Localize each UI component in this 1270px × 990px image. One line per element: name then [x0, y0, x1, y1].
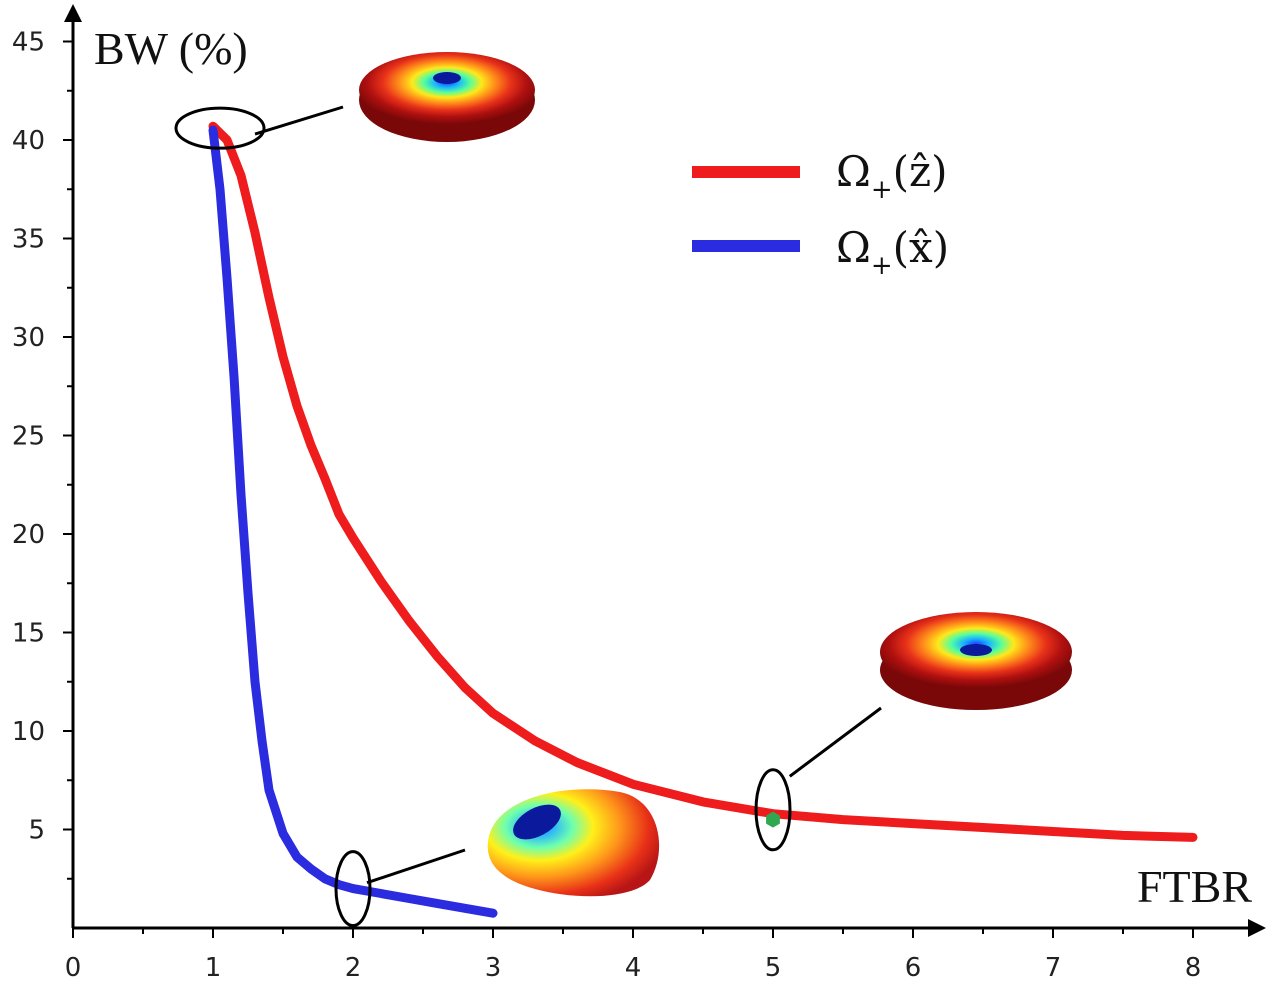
- x-tick-label: 6: [905, 953, 922, 983]
- connector-line-0: [254, 105, 344, 136]
- x-axis-title: FTBR: [1137, 861, 1252, 912]
- x-tick-label: 4: [625, 953, 642, 983]
- inset-bottom-pattern: [487, 789, 660, 897]
- x-tick-label: 3: [485, 953, 502, 983]
- y-tick-label: 30: [12, 323, 45, 353]
- series-line-1: [208, 125, 498, 918]
- x-tick-label: 0: [65, 953, 82, 983]
- y-tick-label: 40: [12, 126, 45, 156]
- x-tick-label: 8: [1185, 953, 1202, 983]
- x-tick-label: 2: [345, 953, 362, 983]
- green-point-marker: [766, 811, 780, 828]
- y-tick-label: 45: [12, 28, 45, 58]
- tick-marks: [63, 40, 1194, 938]
- connector-line-1: [788, 706, 882, 778]
- y-tick-label: 25: [12, 422, 45, 452]
- x-tick-label: 7: [1045, 953, 1062, 983]
- legend-label-z: Ω+(ẑ): [836, 147, 948, 205]
- inset-top-pattern: [359, 52, 535, 142]
- axes: [64, 4, 1266, 937]
- x-tick-label: 1: [205, 953, 222, 983]
- connector-line-2: [366, 848, 466, 885]
- highlight-ellipse-0: [174, 106, 266, 150]
- highlight-ellipse-1: [754, 768, 792, 852]
- series-lines: [208, 121, 1198, 918]
- legend-label-x: Ω+(x̂): [836, 223, 949, 281]
- y-tick-label: 20: [12, 520, 45, 550]
- y-axis-arrow: [64, 4, 82, 22]
- highlight-ellipse-2: [334, 850, 372, 928]
- legend: Ω+(ẑ) Ω+(x̂): [692, 147, 949, 281]
- highlight-annotations: [174, 105, 882, 928]
- x-tick-label: 5: [765, 953, 782, 983]
- y-tick-label: 15: [12, 619, 45, 649]
- x-axis-arrow: [1248, 919, 1266, 937]
- y-tick-label: 10: [12, 717, 45, 747]
- y-tick-label: 35: [12, 225, 45, 255]
- series-line-0: [208, 121, 1198, 842]
- inset-right-pattern: [880, 612, 1072, 710]
- y-tick-label: 5: [28, 816, 45, 846]
- y-axis-title: BW (%): [94, 23, 248, 74]
